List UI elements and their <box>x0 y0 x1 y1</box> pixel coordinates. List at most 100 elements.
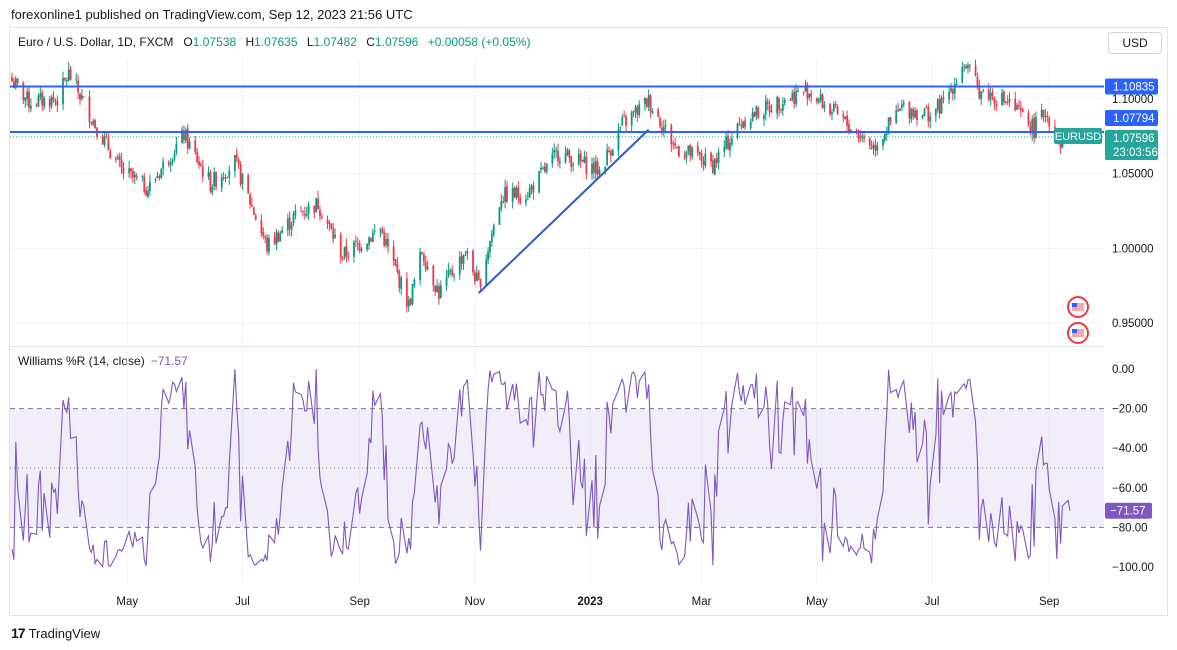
bearish-candle <box>64 77 66 80</box>
close-value: 1.07596 <box>374 35 419 49</box>
bullish-candle <box>292 214 295 224</box>
bearish-candle <box>56 100 59 106</box>
bullish-candle <box>742 121 745 129</box>
bullish-candle <box>989 93 992 100</box>
bullish-candle <box>634 107 637 113</box>
bullish-candle <box>611 149 614 156</box>
bullish-candle <box>334 234 336 238</box>
bearish-candle <box>689 145 692 157</box>
bullish-candle <box>464 255 467 257</box>
tradingview-brand[interactable]: 17 TradingView <box>11 625 100 641</box>
bullish-candle <box>717 151 720 163</box>
bullish-candle <box>755 106 758 116</box>
bullish-candle <box>447 269 450 277</box>
bearish-candle <box>678 146 680 157</box>
bearish-candle <box>387 238 389 247</box>
bullish-candle <box>982 89 984 91</box>
current-price-label: 1.07596 <box>1113 133 1155 145</box>
bearish-candle <box>79 93 81 100</box>
bullish-candle <box>149 181 151 192</box>
bearish-candle <box>226 177 229 179</box>
bearish-candle <box>815 97 818 102</box>
bearish-candle <box>398 271 401 288</box>
bearish-candle <box>396 264 399 273</box>
bearish-candle <box>434 285 437 292</box>
bullish-candle <box>804 85 807 92</box>
bearish-candle <box>392 246 395 261</box>
williams-value-label: −71.57 <box>1110 506 1146 518</box>
bullish-candle <box>895 110 898 123</box>
bearish-candle <box>868 138 871 146</box>
time-tick-label: Nov <box>465 596 486 608</box>
bearish-candle <box>698 151 701 155</box>
bearish-candle <box>130 168 132 172</box>
bullish-candle <box>490 233 493 242</box>
bullish-candle <box>175 143 178 153</box>
bearish-candle <box>579 152 582 161</box>
bearish-candle <box>394 259 397 266</box>
bullish-candle <box>419 251 421 280</box>
bullish-candle <box>511 187 514 202</box>
bearish-candle <box>254 215 257 220</box>
bearish-candle <box>593 162 595 173</box>
current-price-tag <box>1105 129 1158 160</box>
bearish-candle <box>249 194 251 205</box>
bearish-candle <box>829 103 831 115</box>
bearish-candle <box>770 110 773 113</box>
bearish-candle <box>848 124 850 132</box>
bearish-candle <box>381 229 384 234</box>
bearish-candle <box>608 150 610 153</box>
bullish-candle <box>400 277 403 289</box>
williams-tick-label: 0.00 <box>1112 364 1134 376</box>
bearish-candle <box>209 171 212 192</box>
bullish-candle <box>234 155 236 172</box>
bearish-candle <box>987 89 990 100</box>
bullish-candle <box>555 150 558 152</box>
bullish-candle <box>1044 116 1047 118</box>
bullish-candle <box>980 91 983 99</box>
chart-frame <box>9 27 1168 616</box>
bullish-candle <box>286 218 289 231</box>
bullish-candle <box>343 246 346 258</box>
time-tick-label: Jul <box>925 596 940 608</box>
bearish-candle <box>341 257 344 259</box>
bullish-candle <box>948 92 950 100</box>
bearish-candle <box>319 210 321 217</box>
bearish-candle <box>834 104 837 106</box>
bullish-candle <box>887 117 890 134</box>
bearish-candle <box>889 117 892 122</box>
us-flag-canton-icon <box>1072 303 1077 307</box>
bullish-candle <box>1008 99 1011 102</box>
bearish-candle <box>596 161 599 175</box>
support-price-label: 1.07794 <box>1113 113 1155 125</box>
bullish-candle <box>407 299 410 307</box>
currency-button[interactable]: USD <box>1108 32 1162 54</box>
bullish-candle <box>524 199 527 203</box>
bearish-candle <box>260 220 263 234</box>
bullish-candle <box>171 160 174 163</box>
bearish-candle <box>974 65 977 76</box>
bearish-candle <box>16 78 19 84</box>
bearish-candle <box>581 159 584 162</box>
bearish-candle <box>1029 125 1032 133</box>
williams-tick-label: −60.00 <box>1112 483 1148 495</box>
bullish-candle <box>413 279 416 286</box>
bearish-candle <box>143 176 146 192</box>
bullish-candle <box>188 141 191 149</box>
bearish-candle <box>22 82 25 100</box>
bullish-candle <box>849 129 852 132</box>
bullish-candle <box>24 97 27 101</box>
bullish-candle <box>955 84 958 86</box>
bullish-candle <box>489 241 491 253</box>
bullish-candle <box>81 95 83 100</box>
bearish-candle <box>460 255 463 264</box>
bearish-candle <box>1002 91 1005 103</box>
symbol-legend: Euro / U.S. Dollar, 1D, FXCM O1.07538 H1… <box>18 35 536 49</box>
bearish-candle <box>857 132 860 139</box>
bearish-candle <box>696 145 699 153</box>
bearish-candle <box>778 98 780 110</box>
bearish-candle <box>897 109 899 111</box>
bearish-candle <box>317 198 319 210</box>
bearish-candle <box>712 160 714 174</box>
